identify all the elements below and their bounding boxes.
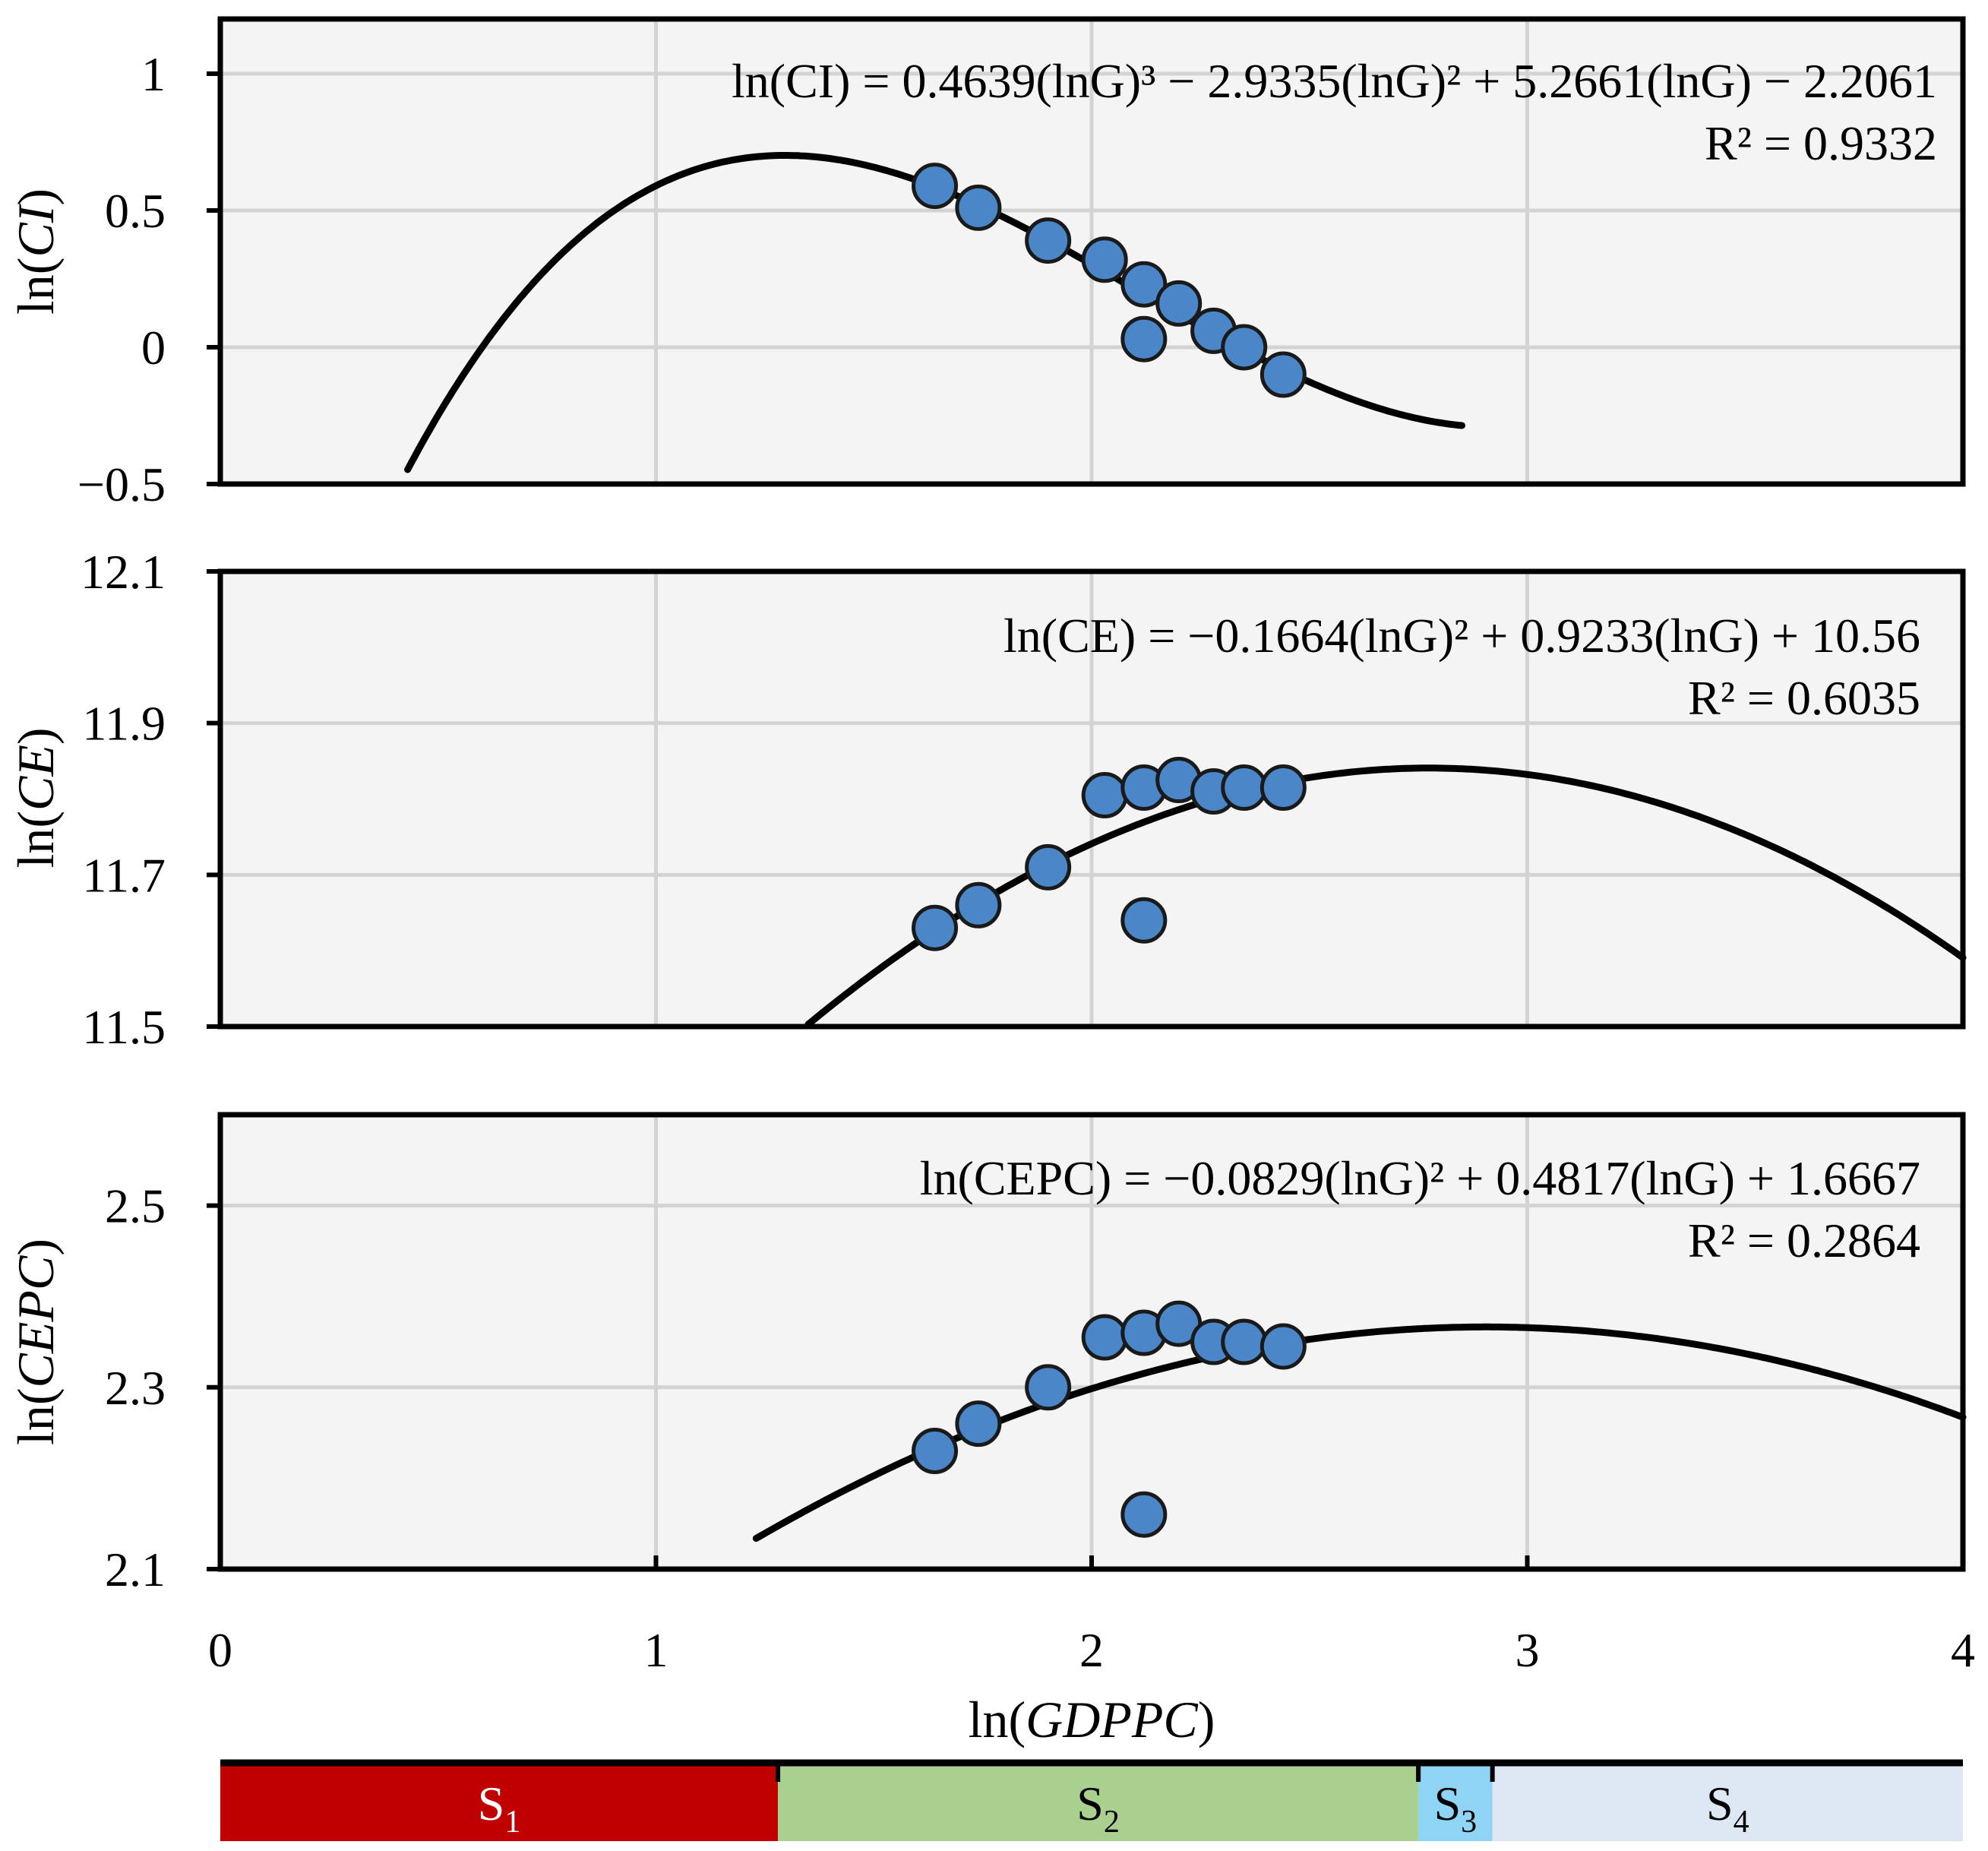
- y-tick-label: 11.7: [82, 848, 166, 902]
- data-point: [955, 184, 1002, 231]
- data-point: [1120, 897, 1168, 944]
- y-ticks: 2.1 2.3 2.5: [105, 1179, 220, 1596]
- panel-ce: 11.5 11.7 11.9 12.1 ln(CE) = −0.1664(lnG)² …: [7, 545, 1967, 1054]
- x-tick-label: 1: [644, 1623, 668, 1677]
- y-ticks: −0.5 0 0.5 1: [77, 47, 220, 511]
- data-points: [912, 163, 1307, 398]
- stage-segment: [220, 1765, 779, 1841]
- stage-label: S2: [1076, 1777, 1120, 1840]
- plot-frame: [217, 568, 1966, 1030]
- data-point: [1025, 217, 1072, 264]
- data-point: [1120, 261, 1168, 308]
- stage-segment: [778, 1765, 1419, 1841]
- data-point: [912, 1428, 959, 1475]
- data-points: [912, 1300, 1307, 1538]
- data-point: [1259, 764, 1307, 812]
- x-axis-label: ln(GDPPC): [969, 1691, 1215, 1748]
- y-axis-label: ln(CI): [7, 188, 65, 315]
- y-tick-label: 2.3: [105, 1361, 166, 1415]
- plot-frame: [217, 16, 1966, 487]
- stage-segment: [1492, 1765, 1963, 1841]
- grid: [220, 571, 1963, 1027]
- y-axis-label: ln(CE): [7, 727, 65, 868]
- stage-label: S3: [1434, 1777, 1478, 1840]
- r-squared: R² = 0.9332: [1705, 116, 1937, 170]
- stage-segment: [1418, 1765, 1493, 1841]
- x-tick-label: 0: [208, 1623, 232, 1677]
- y-ticks: 11.5 11.7 11.9 12.1: [81, 545, 220, 1054]
- data-point: [1221, 324, 1268, 371]
- equation: ln(CE) = −0.1664(lnG)² + 0.9233(lnG) + 1…: [1003, 609, 1920, 663]
- y-tick-label: 0: [141, 321, 166, 375]
- data-point: [1025, 843, 1072, 891]
- panel-cepc: 2.1 2.3 2.5 ln(CEPC) = −0.0829(lnG)² + 0.4…: [7, 1112, 1967, 1596]
- panel-ci: −0.5 0 0.5 1 ln(CI) = 0.4639(lnG)³ − 2.9335…: [7, 16, 1966, 511]
- y-tick-label: −0.5: [77, 457, 166, 511]
- stage-bar: S1 S2 S3 S4: [220, 1759, 1963, 1841]
- x-axis: 0 1 2 3 4: [208, 1555, 1975, 1677]
- stage-label: S4: [1706, 1777, 1749, 1840]
- equation: ln(CEPC) = −0.0829(lnG)² + 0.4817(lnG) +…: [920, 1151, 1920, 1205]
- y-tick-label: 12.1: [81, 545, 166, 599]
- data-point: [1155, 280, 1203, 327]
- data-point: [1221, 764, 1268, 812]
- data-point: [1259, 351, 1307, 398]
- data-point: [1120, 1491, 1168, 1538]
- y-tick-label: 11.9: [82, 697, 166, 751]
- y-tick-label: 11.5: [82, 1000, 166, 1054]
- x-tick-label: 4: [1951, 1623, 1975, 1677]
- y-tick-label: 0.5: [105, 184, 166, 238]
- x-tick-label: 2: [1079, 1623, 1104, 1677]
- fit-curve: [752, 1323, 1967, 1542]
- equation: ln(CI) = 0.4639(lnG)³ − 2.9335(lnG)² + 5…: [732, 54, 1937, 108]
- x-tick-label: 3: [1515, 1623, 1540, 1677]
- fit-curve: [804, 764, 1967, 1028]
- y-tick-label: 2.5: [105, 1179, 166, 1233]
- r-squared: R² = 0.2864: [1688, 1213, 1920, 1267]
- data-point: [1120, 315, 1168, 362]
- y-axis-label: ln(CEPC): [7, 1239, 65, 1445]
- data-points: [912, 757, 1307, 951]
- y-tick-label: 2.1: [105, 1542, 166, 1596]
- y-tick-label: 1: [141, 47, 166, 101]
- data-point: [1081, 236, 1128, 283]
- r-squared: R² = 0.6035: [1688, 671, 1920, 725]
- data-point: [1259, 1323, 1307, 1370]
- data-point: [955, 1400, 1002, 1448]
- data-point: [955, 881, 1002, 929]
- data-point: [1081, 772, 1128, 819]
- data-point: [912, 904, 959, 951]
- data-point: [1221, 1318, 1268, 1365]
- data-point: [1081, 1314, 1128, 1361]
- data-point: [1025, 1364, 1072, 1411]
- data-point: [912, 163, 959, 210]
- stage-label: S1: [478, 1777, 521, 1840]
